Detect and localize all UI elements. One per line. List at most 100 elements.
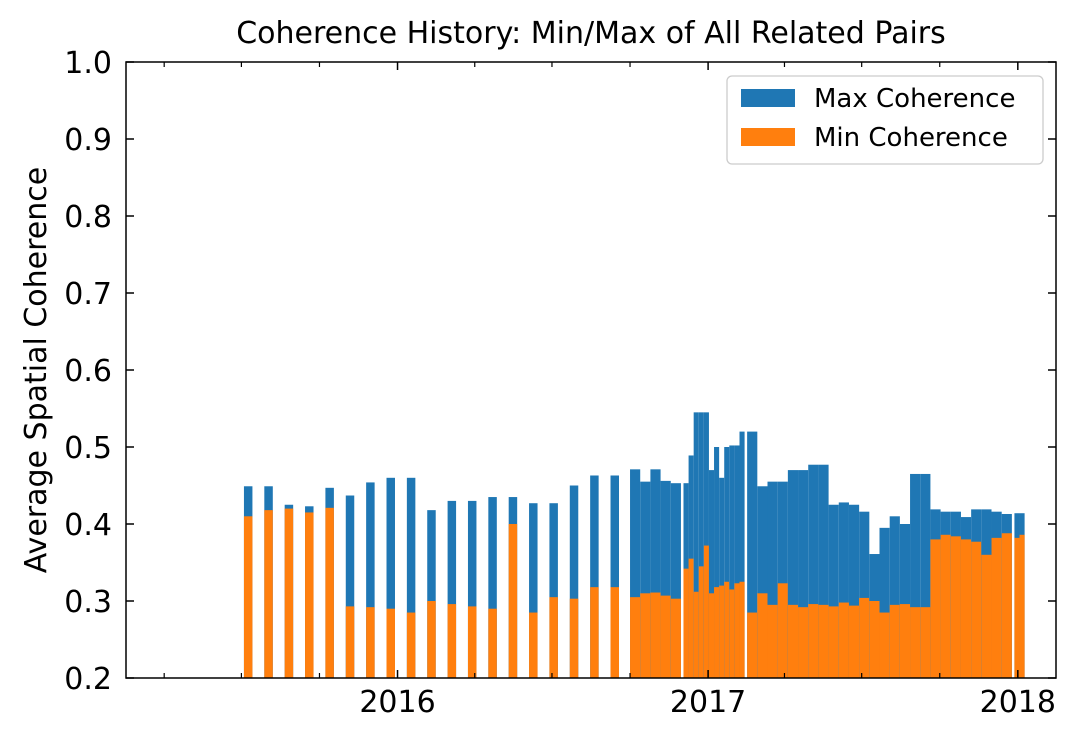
bar-max — [787, 470, 799, 678]
bar-max — [569, 485, 579, 678]
bar-max — [828, 504, 839, 678]
y-tick-label: 0.2 — [64, 662, 112, 697]
bar-max — [406, 477, 416, 678]
bar-min — [734, 583, 740, 678]
bar-min — [590, 587, 599, 678]
bar-min — [950, 536, 961, 678]
bar-max — [386, 477, 395, 678]
bar-max — [757, 486, 768, 678]
y-axis-label: Average Spatial Coherence — [19, 167, 54, 573]
bar-max — [640, 481, 651, 678]
bar-min — [787, 604, 799, 678]
bar-min — [889, 604, 900, 678]
bar-max — [366, 482, 375, 678]
bar-min — [549, 597, 558, 678]
bar-max — [910, 473, 921, 678]
bar-max — [703, 412, 709, 678]
bar-min — [708, 593, 715, 678]
bar-min — [703, 545, 709, 678]
legend-swatch-min — [741, 128, 795, 146]
bar-min — [879, 612, 890, 678]
bar-max — [724, 447, 730, 678]
bar-min — [899, 604, 911, 678]
bar-min — [739, 581, 745, 678]
bar-max — [590, 475, 599, 678]
bar-min — [284, 508, 294, 678]
bar-min — [960, 539, 972, 678]
bar-min — [757, 593, 768, 678]
bar-max — [808, 464, 819, 678]
y-tick-label: 0.6 — [64, 354, 112, 389]
bar-min — [345, 606, 355, 678]
bar-min — [991, 537, 1002, 678]
bar-max — [708, 470, 715, 678]
legend: Max Coherence Min Coherence — [726, 75, 1044, 165]
bar-min — [366, 607, 375, 678]
bar-max — [719, 477, 725, 678]
bar-min — [447, 604, 457, 678]
bar-max — [729, 445, 735, 678]
bar-min — [693, 591, 699, 678]
bar-min — [818, 604, 829, 678]
y-tick-label: 0.7 — [64, 277, 112, 312]
bar-min — [427, 601, 436, 678]
bar-min — [688, 558, 694, 678]
bar-max — [879, 527, 890, 678]
bars-group — [243, 412, 1025, 678]
bar-min — [714, 587, 720, 678]
bar-max — [660, 480, 671, 678]
bar-min — [660, 595, 671, 678]
bar-min — [650, 592, 661, 678]
bar-min — [930, 539, 941, 678]
bar-max — [693, 412, 699, 678]
bar-min — [777, 583, 788, 678]
axes-group: 0.2 0.3 0.4 0.5 0.6 0.7 0.8 0.9 1.0 2016 2017 2018 — [64, 46, 1056, 720]
legend-label-max: Max Coherence — [814, 84, 1015, 114]
y-tick-label: 0.8 — [64, 200, 112, 235]
legend-label-min: Min Coherence — [814, 123, 1008, 153]
bar-max — [767, 481, 778, 678]
y-tick-label: 0.3 — [64, 585, 112, 620]
bar-min — [467, 606, 477, 678]
bar-min — [910, 607, 921, 678]
bar-max — [630, 469, 641, 678]
bar-max — [345, 495, 355, 678]
bar-min — [729, 589, 735, 678]
bar-min — [767, 604, 778, 678]
bar-min — [724, 581, 730, 678]
bar-max — [447, 500, 457, 678]
bar-max — [739, 431, 745, 678]
bar-min — [971, 541, 982, 678]
bar-max — [747, 431, 758, 678]
bar-max — [818, 464, 829, 678]
bar-min — [940, 534, 951, 678]
bar-max — [899, 524, 911, 678]
bar-min — [1001, 533, 1012, 678]
bar-min — [747, 612, 758, 678]
bar-max — [714, 447, 720, 678]
bar-min — [630, 597, 641, 678]
bar-min — [508, 524, 518, 678]
bar-min — [808, 604, 819, 678]
bar-min — [1014, 537, 1020, 678]
x-tick-label: 2016 — [359, 685, 435, 720]
bar-min — [386, 608, 395, 678]
plot-frame — [125, 61, 1057, 679]
bar-min — [838, 602, 849, 678]
bar-max — [488, 497, 497, 678]
bar-max — [698, 412, 704, 678]
bar-max — [427, 510, 436, 678]
bar-max — [529, 503, 538, 678]
bar-min — [529, 612, 538, 678]
x-tick-label: 2018 — [980, 685, 1056, 720]
chart-title: Coherence History: Min/Max of All Relate… — [236, 16, 946, 51]
bar-min — [981, 554, 992, 678]
bar-max — [848, 504, 860, 678]
bar-min — [406, 612, 416, 678]
bar-min — [610, 587, 620, 678]
y-tick-label: 1.0 — [64, 46, 112, 81]
bar-max — [650, 469, 661, 678]
y-tick-label: 0.4 — [64, 508, 112, 543]
bar-max — [798, 470, 809, 678]
bar-max — [859, 511, 870, 678]
